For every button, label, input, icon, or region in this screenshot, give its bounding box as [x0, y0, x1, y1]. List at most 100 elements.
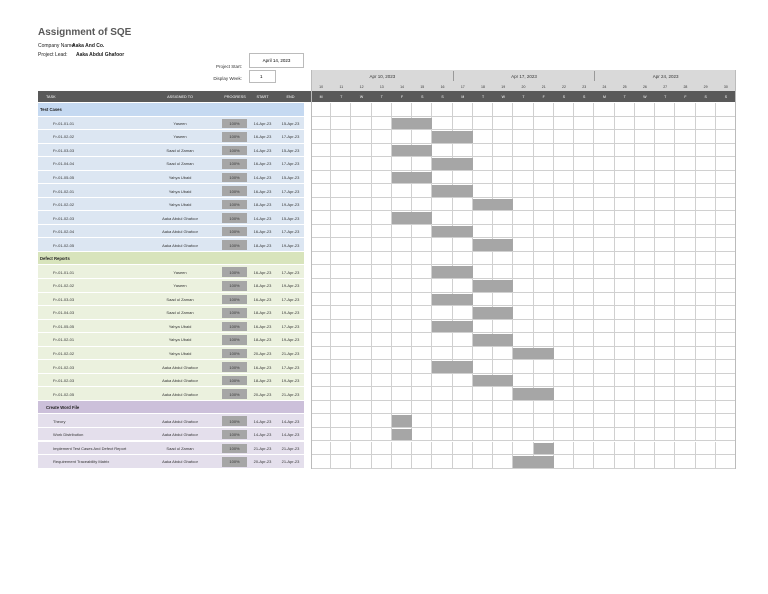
- gantt-cell: [432, 455, 453, 469]
- assigned: Yaseen: [173, 283, 187, 289]
- gantt-cell: [634, 157, 656, 171]
- gantt-cell: [371, 224, 392, 239]
- gantt-cell: [371, 143, 392, 158]
- gantt-cell: [553, 224, 575, 239]
- gantt-bar: [432, 266, 473, 278]
- weekday: F: [400, 94, 404, 99]
- gantt-cell: [331, 170, 352, 185]
- gantt-cell: [634, 211, 656, 225]
- gantt-cell: [715, 292, 736, 307]
- gantt-cell: [452, 103, 473, 117]
- end-date: 17-Apr-23: [281, 296, 300, 302]
- gantt-cell: [432, 251, 453, 266]
- gantt-cell: [594, 346, 615, 361]
- gantt-cell: [371, 238, 392, 252]
- gantt-cell: [553, 360, 575, 374]
- gantt-cell: [614, 197, 635, 212]
- weekday: S: [421, 94, 424, 99]
- gantt-cell: [655, 333, 676, 347]
- gantt-cell: [574, 116, 595, 131]
- end-date: 15-Apr-23: [281, 120, 300, 126]
- start-date: 14-Apr-23: [253, 120, 272, 126]
- gantt-cell: [533, 306, 554, 320]
- gantt-bar: [513, 456, 554, 468]
- gantt-cell: [533, 414, 554, 428]
- gantt-cell: [351, 224, 372, 239]
- gantt-cell: [634, 319, 656, 334]
- gantt-bar: [432, 320, 473, 333]
- gantt-cell: [614, 170, 635, 185]
- header-bar: [38, 91, 736, 102]
- info-value: Aaka And Co.: [72, 43, 105, 49]
- gantt-cell: [351, 116, 372, 131]
- gantt-cell: [574, 346, 595, 361]
- gantt-cell: [594, 306, 615, 320]
- gantt-cell: [452, 238, 473, 252]
- gantt-bar: [472, 374, 514, 387]
- gantt-cell: [493, 251, 514, 266]
- gantt-cell: [331, 306, 352, 320]
- day-number: 28: [683, 84, 688, 89]
- progress: 100%: [222, 294, 247, 305]
- gantt-bar: [391, 212, 433, 224]
- gantt-cell: [351, 400, 372, 415]
- end-date: 17-Apr-23: [281, 364, 300, 370]
- section-header: Defect Reports: [38, 251, 304, 266]
- progress: 100%: [222, 186, 247, 196]
- gantt-cell: [594, 333, 615, 347]
- start-date: 14-Apr-23: [253, 432, 272, 438]
- gantt-cell: [675, 319, 696, 334]
- gantt-cell: [553, 157, 575, 171]
- column-header: TASK: [46, 94, 56, 99]
- gantt-cell: [371, 157, 392, 171]
- end-date: 19-Apr-23: [281, 283, 300, 289]
- gantt-cell: [675, 197, 696, 212]
- gantt-cell: [594, 400, 615, 415]
- gantt-cell: [695, 157, 716, 171]
- gantt-cell: [614, 360, 635, 374]
- gantt-cell: [311, 211, 332, 225]
- gantt-cell: [655, 265, 676, 279]
- gantt-cell: [432, 333, 453, 347]
- assigned: Yahya Ubaid: [168, 202, 192, 208]
- gantt-cell: [391, 251, 413, 266]
- weekday: F: [542, 94, 545, 99]
- gantt-cell: [472, 319, 494, 334]
- start-date: 18-Apr-23: [253, 242, 272, 248]
- gantt-cell: [574, 184, 595, 198]
- task: Fr-01-02-02: [53, 283, 75, 289]
- start-date: 16-Apr-23: [253, 229, 272, 235]
- gantt-cell: [634, 387, 656, 401]
- gantt-cell: [412, 130, 433, 144]
- gantt-cell: [412, 238, 433, 252]
- gantt-cell: [675, 346, 696, 361]
- gantt-cell: [351, 184, 372, 198]
- gantt-cell: [594, 143, 615, 158]
- gantt-cell: [472, 400, 494, 415]
- gantt-cell: [472, 427, 494, 442]
- gantt-cell: [432, 143, 453, 158]
- end-date: 19-Apr-23: [281, 310, 300, 316]
- gantt-cell: [311, 373, 332, 388]
- gantt-cell: [715, 265, 736, 279]
- gantt-cell: [412, 184, 433, 198]
- gantt-cell: [594, 184, 615, 198]
- gantt-cell: [513, 319, 534, 334]
- gantt-cell: [513, 116, 534, 131]
- progress: 100%: [222, 132, 247, 142]
- start-date: 18-Apr-23: [253, 283, 272, 289]
- gantt-cell: [553, 400, 575, 415]
- gantt-cell: [594, 279, 615, 293]
- gantt-cell: [472, 143, 494, 158]
- gantt-cell: [574, 238, 595, 252]
- gantt-cell: [655, 224, 676, 239]
- gantt-cell: [351, 306, 372, 320]
- gantt-cell: [574, 455, 595, 469]
- gantt-cell: [493, 184, 514, 198]
- gantt-cell: [614, 427, 635, 442]
- gantt-cell: [594, 224, 615, 239]
- assigned: Yaseen: [173, 120, 187, 126]
- gantt-cell: [493, 427, 514, 442]
- gantt-cell: [311, 400, 332, 415]
- gantt-cell: [311, 238, 332, 252]
